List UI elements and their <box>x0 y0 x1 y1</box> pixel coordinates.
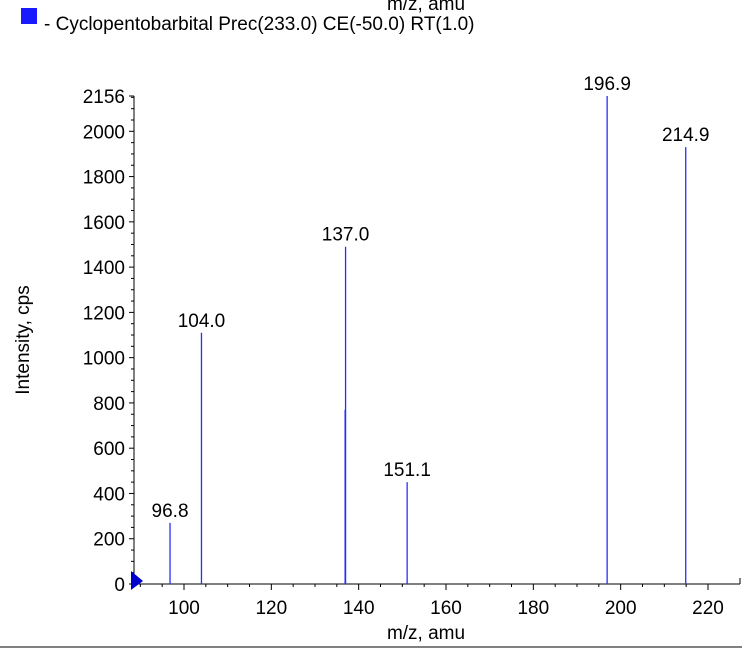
x-tick-label: 140 <box>343 598 375 619</box>
x-tick-label: 200 <box>605 598 637 619</box>
y-tick-label: 200 <box>93 530 125 551</box>
y-tick-label: 400 <box>93 484 125 505</box>
x-ticks: 100 120 140 160 180 200 220 <box>139 584 724 619</box>
y-tick-label: 0 <box>114 575 125 596</box>
x-tick-label: 180 <box>517 598 549 619</box>
peak-label: 104.0 <box>178 311 226 332</box>
axes <box>0 96 742 648</box>
y-tick-label: 800 <box>93 394 125 415</box>
peaks: 96.8 104.0 137.0 151.1 196.9 214.9 <box>152 74 710 584</box>
x-tick-label: 100 <box>168 598 200 619</box>
y-tick-label: 1200 <box>83 303 125 324</box>
x-tick-label: 120 <box>255 598 287 619</box>
y-tick-label: 1000 <box>83 349 125 370</box>
y-tick-label: 2156 <box>83 87 125 108</box>
x-tick-label: 220 <box>692 598 724 619</box>
legend-swatch <box>21 8 37 24</box>
y-tick-label: 600 <box>93 439 125 460</box>
peak-label: 137.0 <box>322 225 370 246</box>
peak-label: 196.9 <box>583 74 631 95</box>
y-axis-title: Intensity, cps <box>13 285 34 394</box>
y-ticks: 0 200 400 600 800 1000 1200 1400 1600 1800 2000 215… <box>83 87 134 596</box>
x-tick-label: 160 <box>430 598 462 619</box>
peak-label: 96.8 <box>152 501 189 522</box>
top-cut-axis-text: m/z, amu <box>387 0 465 15</box>
y-tick-label: 1800 <box>83 168 125 189</box>
y-tick-label: 1600 <box>83 213 125 234</box>
y-tick-label: 1400 <box>83 258 125 279</box>
peak-label: 151.1 <box>383 460 431 481</box>
legend-entry-label: - Cyclopentobarbital Prec(233.0) CE(-50.… <box>44 14 475 35</box>
y-tick-label: 2000 <box>83 122 125 143</box>
zero-marker-triangle-icon[interactable] <box>131 571 143 590</box>
legend[interactable]: - Cyclopentobarbital Prec(233.0) CE(-50.… <box>21 8 475 35</box>
x-axis-title: m/z, amu <box>387 623 465 644</box>
peak-label: 214.9 <box>662 125 710 146</box>
